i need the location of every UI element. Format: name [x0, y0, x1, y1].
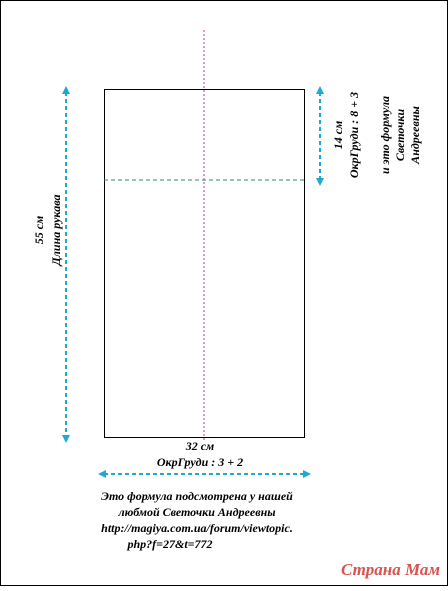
note-line: php?f=27&t=772	[126, 537, 212, 551]
note-line: http://magiya.com.ua/forum/viewtopic.	[101, 521, 293, 535]
side-note: и это формула	[378, 96, 392, 174]
watermark: Страна Мам	[341, 560, 440, 579]
dimension-arrows	[65, 92, 321, 475]
sleeve-rect	[104, 89, 305, 438]
top-label: 14 см	[331, 121, 345, 150]
note-line: любмой Светочки Андреевны	[117, 505, 275, 519]
arrow-heads	[62, 86, 324, 478]
length-label: 55 см	[32, 216, 46, 245]
width-formula: ОкрГруди : 3 + 2	[157, 455, 243, 469]
side-note: Светочки	[393, 109, 407, 162]
top-formula: ОкрГруди : 8 + 3	[347, 92, 361, 178]
width-label: 32 см	[185, 439, 215, 453]
note-line: Это формула подсмотрена у нашей	[101, 489, 293, 503]
side-note: Андреевны	[408, 106, 422, 165]
length-name: Длина рукава	[49, 195, 63, 267]
